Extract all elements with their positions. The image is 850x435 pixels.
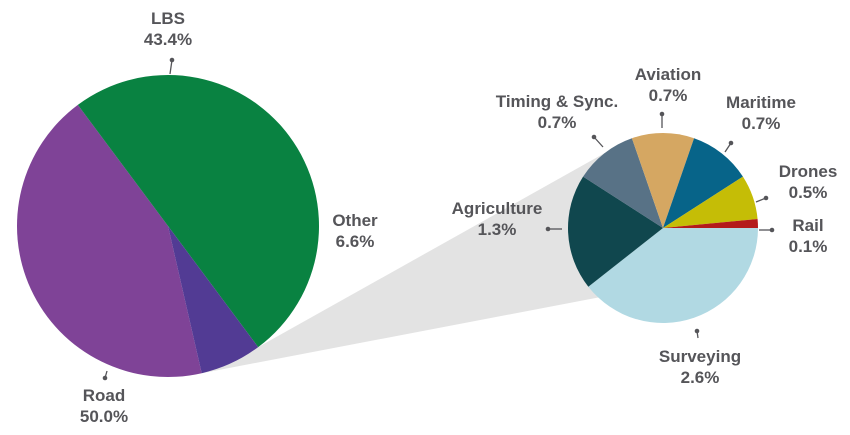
detail-slice-timing-and-sync: [583, 138, 663, 228]
detail-rail-category-label: Rail: [792, 216, 823, 235]
detail-timing-and-sync-category-label: Timing & Sync.: [496, 92, 619, 111]
detail-maritime-value-label: 0.7%: [742, 114, 781, 133]
main-lbs-leader-dot: [169, 57, 175, 63]
detail-surveying-label: Surveying 2.6%: [659, 328, 741, 387]
detail-agriculture-value-label: 1.3%: [478, 220, 517, 239]
main-other-value-label: 6.6%: [336, 232, 375, 251]
detail-maritime-category-label: Maritime: [726, 93, 796, 112]
detail-timing-and-sync-value-label: 0.7%: [538, 113, 577, 132]
detail-maritime-label: Maritime 0.7%: [724, 93, 796, 153]
detail-aviation-category-label: Aviation: [635, 65, 701, 84]
main-road-value-label: 50.0%: [80, 407, 128, 426]
detail-maritime-leader-dot: [728, 140, 734, 146]
label-layer: LBS 43.4% Road 50.0% Other 6.6% Surveying 2.6% A…: [80, 9, 837, 426]
main-road-category-label: Road: [83, 386, 126, 405]
detail-surveying-category-label: Surveying: [659, 347, 741, 366]
main-other-category-label: Other: [332, 211, 378, 230]
detail-rail-value-label: 0.1%: [789, 237, 828, 256]
detail-surveying-value-label: 2.6%: [681, 368, 720, 387]
detail-timing-and-sync-label: Timing & Sync. 0.7%: [496, 92, 619, 148]
detail-slice-drones: [663, 176, 758, 228]
main-lbs-label: LBS 43.4%: [144, 9, 192, 75]
main-pie: [17, 75, 320, 378]
detail-rail-leader-dot: [769, 227, 775, 233]
detail-agriculture-label: Agriculture 1.3%: [452, 199, 562, 239]
main-lbs-leader-line: [169, 59, 173, 75]
connector-layer: [201, 153, 664, 374]
main-slice-other: [168, 226, 259, 374]
detail-drones-label: Drones 0.5%: [755, 162, 838, 203]
detail-slice-agriculture: [568, 176, 663, 287]
main-slice-lbs: [17, 104, 202, 378]
detail-drones-category-label: Drones: [779, 162, 838, 181]
detail-timing-and-sync-leader-dot: [591, 134, 597, 140]
detail-agriculture-category-label: Agriculture: [452, 199, 543, 218]
connector-band: [201, 153, 664, 374]
main-other-label: Other 6.6%: [332, 211, 378, 251]
detail-rail-label: Rail 0.1%: [759, 216, 827, 256]
detail-slice-maritime: [663, 138, 743, 228]
detail-agriculture-leader-dot: [545, 226, 551, 232]
detail-slice-aviation: [631, 133, 695, 228]
detail-slice-rail: [663, 218, 758, 228]
detail-aviation-label: Aviation 0.7%: [635, 65, 701, 128]
main-slice-road: [77, 75, 320, 348]
detail-surveying-leader-dot: [694, 328, 700, 334]
detail-pie: [568, 133, 758, 324]
detail-aviation-leader-dot: [659, 111, 665, 117]
main-lbs-category-label: LBS: [151, 9, 185, 28]
main-road-leader-dot: [102, 375, 108, 381]
detail-slice-surveying: [588, 228, 758, 324]
detail-drones-value-label: 0.5%: [789, 183, 828, 202]
main-road-label: Road 50.0%: [80, 370, 128, 426]
main-lbs-value-label: 43.4%: [144, 30, 192, 49]
detail-aviation-value-label: 0.7%: [649, 86, 688, 105]
detail-drones-leader-dot: [763, 195, 769, 201]
